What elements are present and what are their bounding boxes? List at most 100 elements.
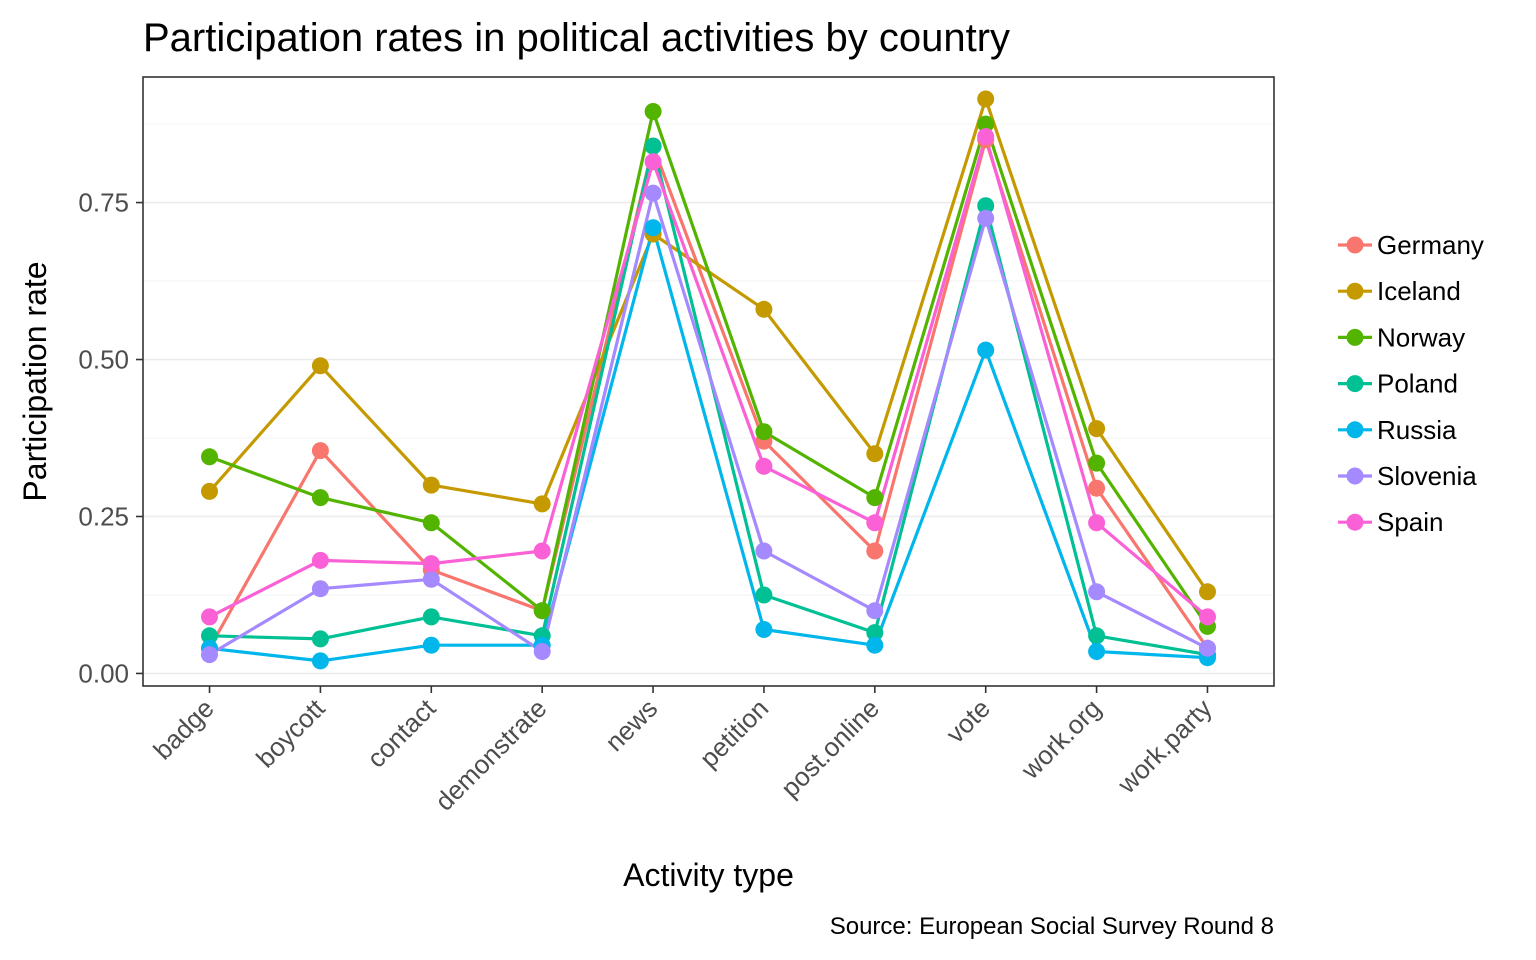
point-slovenia [1088, 583, 1106, 601]
point-spain [201, 608, 218, 626]
point-poland [1088, 627, 1106, 645]
point-norway [755, 423, 773, 441]
point-iceland [1199, 583, 1216, 601]
point-slovenia [422, 570, 440, 588]
x-tick-label: badge [147, 693, 219, 765]
point-norway [201, 448, 218, 466]
point-slovenia [533, 643, 551, 660]
point-slovenia [977, 209, 995, 227]
point-slovenia [755, 542, 773, 560]
point-iceland [201, 482, 218, 500]
point-iceland [1088, 420, 1106, 438]
x-tick-label: demonstrate [429, 693, 552, 816]
legend-key-point [1346, 328, 1364, 346]
point-russia [311, 652, 329, 670]
point-spain [311, 551, 329, 569]
legend-label: Iceland [1377, 276, 1461, 306]
legend-key-point [1346, 467, 1364, 485]
legend-item-norway: Norway [1338, 322, 1465, 352]
legend-item-slovenia: Slovenia [1338, 461, 1477, 491]
point-spain [977, 128, 995, 146]
point-poland [866, 624, 884, 642]
legend-label: Poland [1377, 369, 1458, 399]
point-spain [866, 514, 884, 532]
x-tick-label: petition [694, 693, 774, 773]
point-slovenia [201, 646, 218, 664]
legend-label: Russia [1377, 415, 1457, 445]
legend-item-iceland: Iceland [1338, 276, 1461, 306]
point-norway [311, 489, 329, 507]
series-line-russia [209, 226, 1208, 663]
x-tick-label: work.party [1111, 693, 1218, 800]
point-norway [866, 489, 884, 507]
point-norway [533, 602, 551, 620]
legend-key-point [1346, 375, 1364, 393]
x-tick-label: work.org [1014, 693, 1106, 785]
series-line-slovenia [208, 191, 1209, 656]
point-russia [866, 636, 884, 654]
point-germany [866, 542, 884, 560]
point-slovenia [311, 580, 329, 598]
legend-key-point [1346, 282, 1364, 300]
legend-label: Slovenia [1377, 461, 1477, 491]
point-germany [1088, 479, 1106, 497]
point-poland [311, 630, 329, 648]
legend-item-germany: Germany [1338, 230, 1484, 260]
point-spain [644, 153, 662, 171]
series-line-poland [209, 144, 1208, 657]
point-germany [311, 442, 329, 460]
point-russia [755, 621, 773, 638]
point-russia [1088, 643, 1106, 660]
y-axis-title: Participation rate [17, 261, 53, 501]
series-lines [208, 97, 1209, 663]
point-russia [977, 341, 995, 359]
point-spain [1088, 514, 1106, 532]
point-iceland [866, 445, 884, 463]
point-slovenia [866, 602, 884, 620]
x-tick-label: news [599, 693, 663, 757]
point-norway [1088, 454, 1106, 472]
point-spain [755, 457, 773, 475]
point-poland [644, 137, 662, 155]
point-norway [644, 103, 662, 120]
point-poland [422, 608, 440, 626]
legend-label: Norway [1377, 322, 1465, 352]
grid [143, 123, 1274, 675]
point-slovenia [644, 184, 662, 202]
point-norway [422, 514, 440, 532]
y-axis: 0.00 0.25 0.50 0.75 [78, 188, 143, 688]
y-tick-label: 0.50 [78, 345, 129, 375]
point-iceland [533, 495, 551, 513]
point-iceland [311, 357, 329, 375]
legend-item-russia: Russia [1338, 415, 1457, 445]
point-russia [644, 219, 662, 237]
point-poland [755, 586, 773, 604]
point-poland [201, 627, 218, 645]
y-tick-label: 0.25 [78, 501, 129, 531]
y-tick-label: 0.75 [78, 188, 129, 218]
point-norway [977, 115, 995, 133]
point-iceland [977, 90, 995, 108]
x-tick-label: contact [361, 692, 442, 773]
x-tick-label: post.online [775, 693, 885, 803]
chart-title: Participation rates in political activit… [143, 16, 1010, 60]
point-spain [422, 555, 440, 573]
series-line-germany [208, 138, 1209, 650]
legend-key-point [1346, 513, 1364, 531]
series-points [201, 90, 1216, 670]
point-iceland [755, 300, 773, 318]
point-russia [422, 636, 440, 654]
caption: Source: European Social Survey Round 8 [830, 913, 1274, 940]
legend: Germany Iceland Norway Poland Russia Slovenia… [1338, 230, 1484, 537]
y-tick-label: 0.00 [78, 658, 129, 688]
series-line-norway [208, 109, 1209, 628]
point-iceland [422, 476, 440, 494]
legend-label: Germany [1377, 230, 1484, 260]
x-tick-label: boycott [250, 692, 331, 773]
plot-panel [142, 76, 1275, 687]
x-axis-title: Activity type [623, 857, 794, 893]
series-line-spain [208, 135, 1209, 619]
point-spain [533, 542, 551, 560]
